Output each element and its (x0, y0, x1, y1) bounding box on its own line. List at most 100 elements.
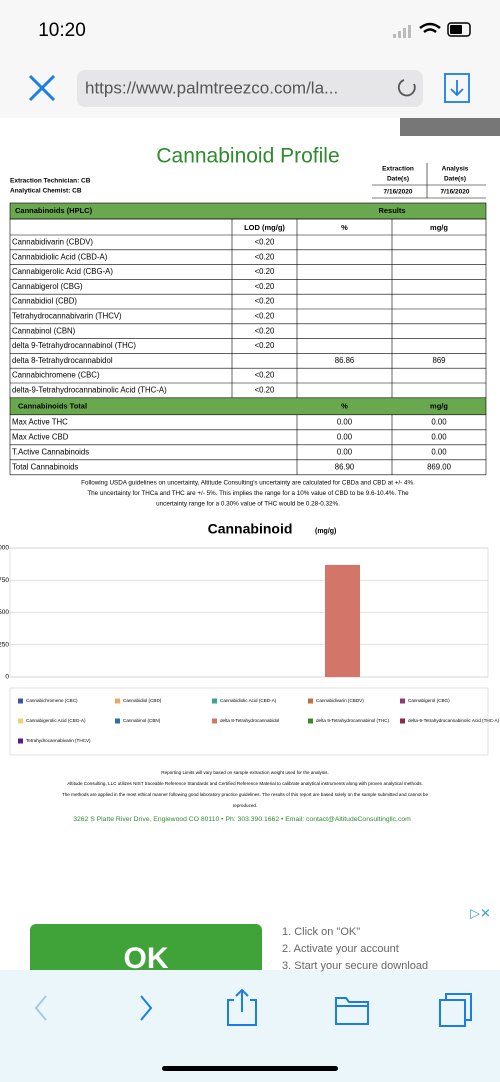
y-tick-label: 1000 (0, 545, 9, 552)
download-button[interactable] (444, 73, 470, 103)
ad-close[interactable]: ▷✕ (470, 905, 491, 920)
table-cell: Max Active CBD (12, 432, 69, 441)
legend-label: Cannabidivarin (CBDV) (316, 698, 364, 703)
table-cell: Cannabigerol (CBG) (12, 282, 83, 291)
table-cell: <0.20 (255, 371, 275, 380)
note: The uncertainty for THCa and THC are +/-… (87, 490, 409, 497)
column-header: mg/g (430, 223, 448, 232)
table-cell: <0.20 (255, 297, 275, 306)
table-header-text: Results (378, 206, 405, 215)
url: https://www.palmtreezco.com/la... (85, 78, 338, 97)
tabs[interactable] (439, 993, 472, 1027)
bar (325, 564, 360, 677)
legend-label: delta-9-Tetrahydrocannabinolic Acid (THC… (408, 718, 500, 723)
table-cell: 0.00 (337, 417, 353, 426)
table-cell: 869.00 (427, 462, 452, 471)
y-tick-label: 500 (0, 609, 9, 616)
column-header: % (341, 401, 348, 410)
battery (447, 22, 471, 37)
table-cell: delta-9-Tetrahydrocannabinolic Acid (THC… (12, 385, 167, 394)
legend-label: Tetrahydrocannabivarin (THCV) (26, 738, 91, 743)
table-cell: <0.20 (255, 385, 275, 394)
ad-step: 1. Click on "OK" (282, 926, 360, 938)
table-cell: 86.90 (335, 462, 355, 471)
footer: Altitude Consulting, LLC utilizes NIST t… (67, 781, 423, 786)
share[interactable] (227, 988, 257, 1026)
table-cell: Total Cannabinoids (12, 462, 78, 471)
table-cell: Cannabigerolic Acid (CBG-A) (12, 267, 113, 276)
legend-swatch (18, 718, 23, 724)
table-cell: Cannabichromene (CBC) (12, 371, 100, 380)
column-header: % (341, 223, 348, 232)
chart-title: Cannabinoid (208, 521, 293, 537)
table-cell: delta 8-Tetrahydrocannabidol (12, 356, 113, 365)
table-cell: 869 (432, 356, 445, 365)
legend-swatch (115, 698, 120, 704)
table-cell: <0.20 (255, 237, 275, 246)
date-header: Date(s) (387, 176, 409, 183)
url-bar[interactable] (77, 70, 423, 107)
table-cell: Cannabidiolic Acid (CBD-A) (12, 252, 108, 261)
battery-level (450, 25, 462, 34)
close-button[interactable] (28, 74, 56, 102)
table-cell: <0.20 (255, 326, 275, 335)
header-image (400, 118, 500, 136)
back[interactable] (34, 995, 47, 1021)
ad-button[interactable] (30, 924, 262, 984)
legend-swatch (18, 698, 23, 704)
date-header: Extraction (382, 166, 414, 173)
legend-swatch (212, 718, 217, 724)
table-cell: <0.20 (255, 311, 275, 320)
column-header: LOD (mg/g) (244, 223, 285, 232)
ad-step: 2. Activate your account (282, 943, 399, 955)
date: 7/16/2020 (441, 189, 470, 196)
legend-label: Cannabinol (CBN) (123, 718, 161, 723)
reload[interactable] (397, 79, 416, 97)
ad-button-text: OK (124, 942, 169, 975)
staff: Analytical Chemist: CB (10, 188, 82, 195)
date-header: Analysis (442, 166, 469, 173)
table-cell: T.Active Cannabinoids (12, 447, 89, 456)
forward[interactable] (140, 995, 153, 1021)
table-header-text: Cannabinoids (HPLC) (15, 206, 93, 215)
table-cell: <0.20 (255, 252, 275, 261)
footer: reproduced. (233, 803, 258, 808)
date-header: Date(s) (444, 176, 466, 183)
table-cell: Tetrahydrocannabivarin (THCV) (12, 311, 122, 320)
address: 3262 S Platte River Drive, Englewood CO … (73, 816, 411, 823)
chart-subtitle: (mg/g) (315, 528, 336, 535)
column-header: mg/g (430, 401, 448, 410)
table-cell: delta 9-Tetrahydrocannabinol (THC) (12, 341, 136, 350)
legend-box (9, 687, 489, 756)
legend-swatch (400, 698, 405, 704)
table-cell: <0.20 (255, 341, 275, 350)
table-cell: Max Active THC (12, 417, 68, 426)
legend-swatch (115, 718, 120, 724)
table-cell: 0.00 (431, 447, 447, 456)
clock: 10:20 (38, 20, 86, 41)
table-cell: Cannabidivarin (CBDV) (12, 237, 93, 246)
table-cell: 0.00 (431, 417, 447, 426)
legend-label: Cannabidiolic Acid (CBD-A) (220, 698, 277, 703)
legend-label: Cannabichromene (CBC) (26, 698, 78, 703)
legend-label: delta 9-Tetrahydrocannabinol (THC) (316, 718, 389, 723)
home-indicator (162, 1066, 338, 1071)
note: Following USDA guidelines on uncertainty… (81, 480, 415, 487)
legend-swatch (400, 718, 405, 724)
legend-label: Cannabigerol (CBG) (408, 698, 450, 703)
table-cell: 0.00 (337, 432, 353, 441)
legend-label: Cannabigerolic Acid (CBG-A) (26, 718, 86, 723)
y-tick-label: 750 (0, 577, 9, 584)
table-cell: Cannabidiol (CBD) (12, 297, 77, 306)
table-cell: 0.00 (337, 447, 353, 456)
legend-label: delta 8-Tetrahydrocannabidol (220, 718, 279, 723)
bookmarks[interactable] (335, 997, 369, 1025)
table-header (9, 397, 487, 416)
staff: Extraction Technician: CB (10, 178, 91, 185)
footer: The methods are applied in the most ethi… (62, 792, 429, 797)
table-cell: Cannabinol (CBN) (12, 326, 76, 335)
signal (393, 25, 411, 38)
y-tick-label: 250 (0, 641, 9, 648)
